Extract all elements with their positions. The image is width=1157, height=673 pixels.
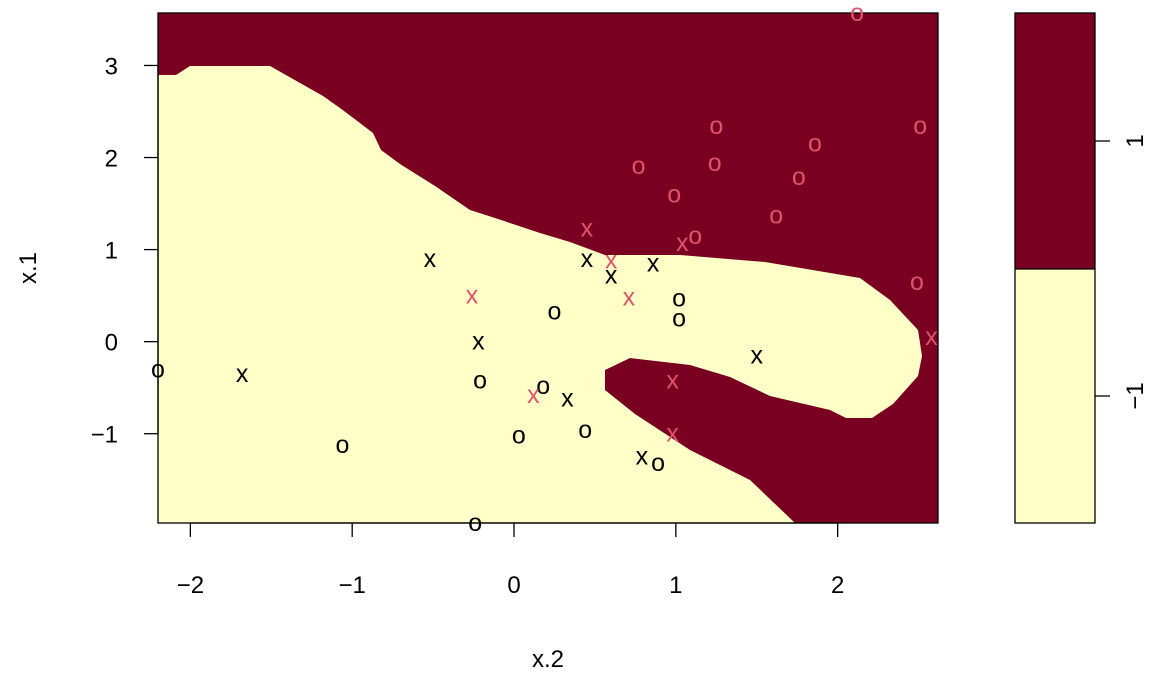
y-tick-label: 3: [105, 53, 118, 80]
data-point-o-black: o: [336, 431, 350, 459]
region-class-neg1-main: [158, 66, 922, 523]
data-point-o-black: o: [512, 422, 526, 450]
data-point-o-black: o: [468, 509, 482, 537]
data-point-o-red: o: [850, 0, 864, 27]
data-point-o-black: o: [672, 284, 686, 312]
y-axis-title: x.1: [15, 252, 42, 284]
data-point-o-red: o: [688, 222, 702, 250]
color-key-legend: 1 −1: [1014, 12, 1149, 524]
data-point-x-black: x: [636, 443, 649, 471]
data-point-o-red: o: [792, 163, 806, 191]
data-point-o-red: o: [667, 180, 681, 208]
data-point-x-red: x: [605, 247, 618, 275]
y-tick-label: −1: [91, 422, 118, 449]
x-axis: −2 −1 0 1 2: [177, 522, 844, 599]
data-point-o-red: o: [708, 149, 722, 177]
data-point-o-red: o: [709, 112, 723, 140]
data-point-o-black: o: [651, 449, 665, 477]
data-point-x-black: x: [605, 261, 618, 289]
legend-label-1: 1: [1122, 134, 1149, 147]
data-point-x-red: x: [581, 214, 594, 242]
data-point-x-red: x: [527, 381, 540, 409]
x-axis-title: x.2: [532, 646, 564, 673]
y-tick-label: 1: [105, 238, 118, 265]
data-point-x-black: x: [751, 341, 764, 369]
data-point-o-black: o: [151, 355, 165, 383]
data-point-x-black: x: [424, 245, 437, 273]
data-point-x-black: x: [236, 360, 249, 388]
data-point-o-black: o: [578, 416, 592, 444]
data-point-x-red: x: [466, 282, 479, 310]
data-point-o-red: o: [632, 152, 646, 180]
data-point-x-red: x: [676, 229, 689, 257]
data-point-x-red: x: [925, 323, 938, 351]
legend-border: [1014, 12, 1096, 524]
data-point-o-black: o: [672, 305, 686, 333]
data-point-o-red: o: [769, 202, 783, 230]
data-point-x-black: x: [581, 245, 594, 273]
legend-label-neg1: −1: [1122, 382, 1149, 409]
data-point-o-black: o: [473, 366, 487, 394]
data-point-o-red: o: [910, 268, 924, 296]
data-point-x-red: x: [623, 283, 636, 311]
y-axis: −1 0 1 2 3: [91, 53, 159, 449]
x-tick-label: 2: [831, 572, 844, 599]
x-tick-label: 0: [507, 572, 520, 599]
decision-regions: [158, 13, 938, 523]
y-tick-label: 0: [105, 330, 118, 357]
data-point-o-black: o: [536, 372, 550, 400]
data-point-x-black: x: [472, 328, 485, 356]
x-tick-label: −2: [177, 572, 204, 599]
data-point-x-red: x: [666, 420, 679, 448]
data-point-o-red: o: [808, 130, 822, 158]
data-point-o-black: o: [548, 297, 562, 325]
x-tick-label: 1: [669, 572, 682, 599]
y-tick-label: 2: [105, 146, 118, 173]
data-point-x-black: x: [647, 249, 660, 277]
x-tick-label: −1: [339, 572, 366, 599]
data-point-x-black: x: [561, 385, 574, 413]
data-point-x-red: x: [666, 366, 679, 394]
data-point-o-red: o: [913, 112, 927, 140]
legend-swatch-class-neg1: [1015, 269, 1095, 523]
legend-swatch-class-1: [1015, 13, 1095, 269]
